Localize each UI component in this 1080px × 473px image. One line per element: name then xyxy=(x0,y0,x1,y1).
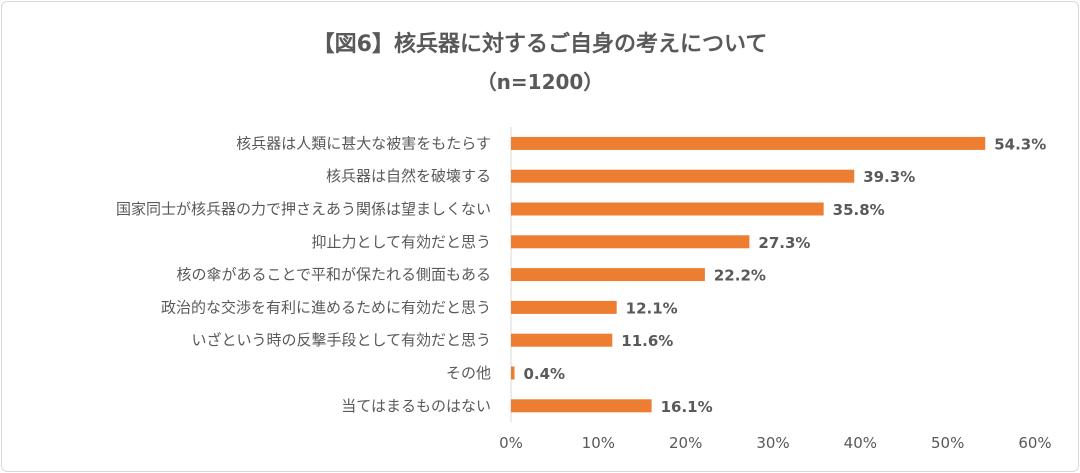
x-tick-label: 60% xyxy=(1018,434,1051,452)
data-label: 54.3% xyxy=(994,135,1046,153)
category-label: 当てはまるものはない xyxy=(341,397,491,415)
data-label: 12.1% xyxy=(626,299,678,317)
data-label: 27.3% xyxy=(758,234,810,252)
category-label: 核兵器は人類に甚大な被害をもたらす xyxy=(236,134,491,152)
category-label: 核の傘があることで平和が保たれる側面もある xyxy=(176,266,491,284)
bar xyxy=(511,366,515,380)
chart-title: 【図6】核兵器に対するご自身の考えについて xyxy=(312,32,768,57)
x-tick-label: 10% xyxy=(582,434,615,452)
bar xyxy=(511,235,750,249)
data-label: 16.1% xyxy=(661,398,713,416)
data-label: 22.2% xyxy=(714,267,766,285)
x-tick-label: 30% xyxy=(756,434,789,452)
category-label: 政治的な交渉を有利に進めるために有効だと思う xyxy=(161,298,491,316)
data-label: 35.8% xyxy=(833,201,885,219)
bar xyxy=(511,268,705,282)
bar xyxy=(511,169,855,183)
data-label: 11.6% xyxy=(621,332,673,350)
x-tick-label: 50% xyxy=(931,434,964,452)
x-tick-label: 20% xyxy=(669,434,702,452)
category-label: 抑止力として有効だと思う xyxy=(311,233,491,251)
category-label: 国家同士が核兵器の力で押さえあう関係は望ましくない xyxy=(116,200,491,218)
category-label: 核兵器は自然を破壊する xyxy=(326,167,491,185)
category-label: その他 xyxy=(446,364,491,382)
category-label: いざという時の反撃手段として有効だと思う xyxy=(191,331,491,349)
bar xyxy=(511,136,986,150)
x-tick-label: 40% xyxy=(844,434,877,452)
chart-subtitle: （n=1200） xyxy=(476,70,604,94)
bar xyxy=(511,300,617,314)
data-label: 0.4% xyxy=(523,365,565,383)
bar xyxy=(511,202,824,216)
x-tick-label: 0% xyxy=(499,434,523,452)
data-label: 39.3% xyxy=(863,168,915,186)
bar xyxy=(511,399,652,413)
bar xyxy=(511,333,613,347)
